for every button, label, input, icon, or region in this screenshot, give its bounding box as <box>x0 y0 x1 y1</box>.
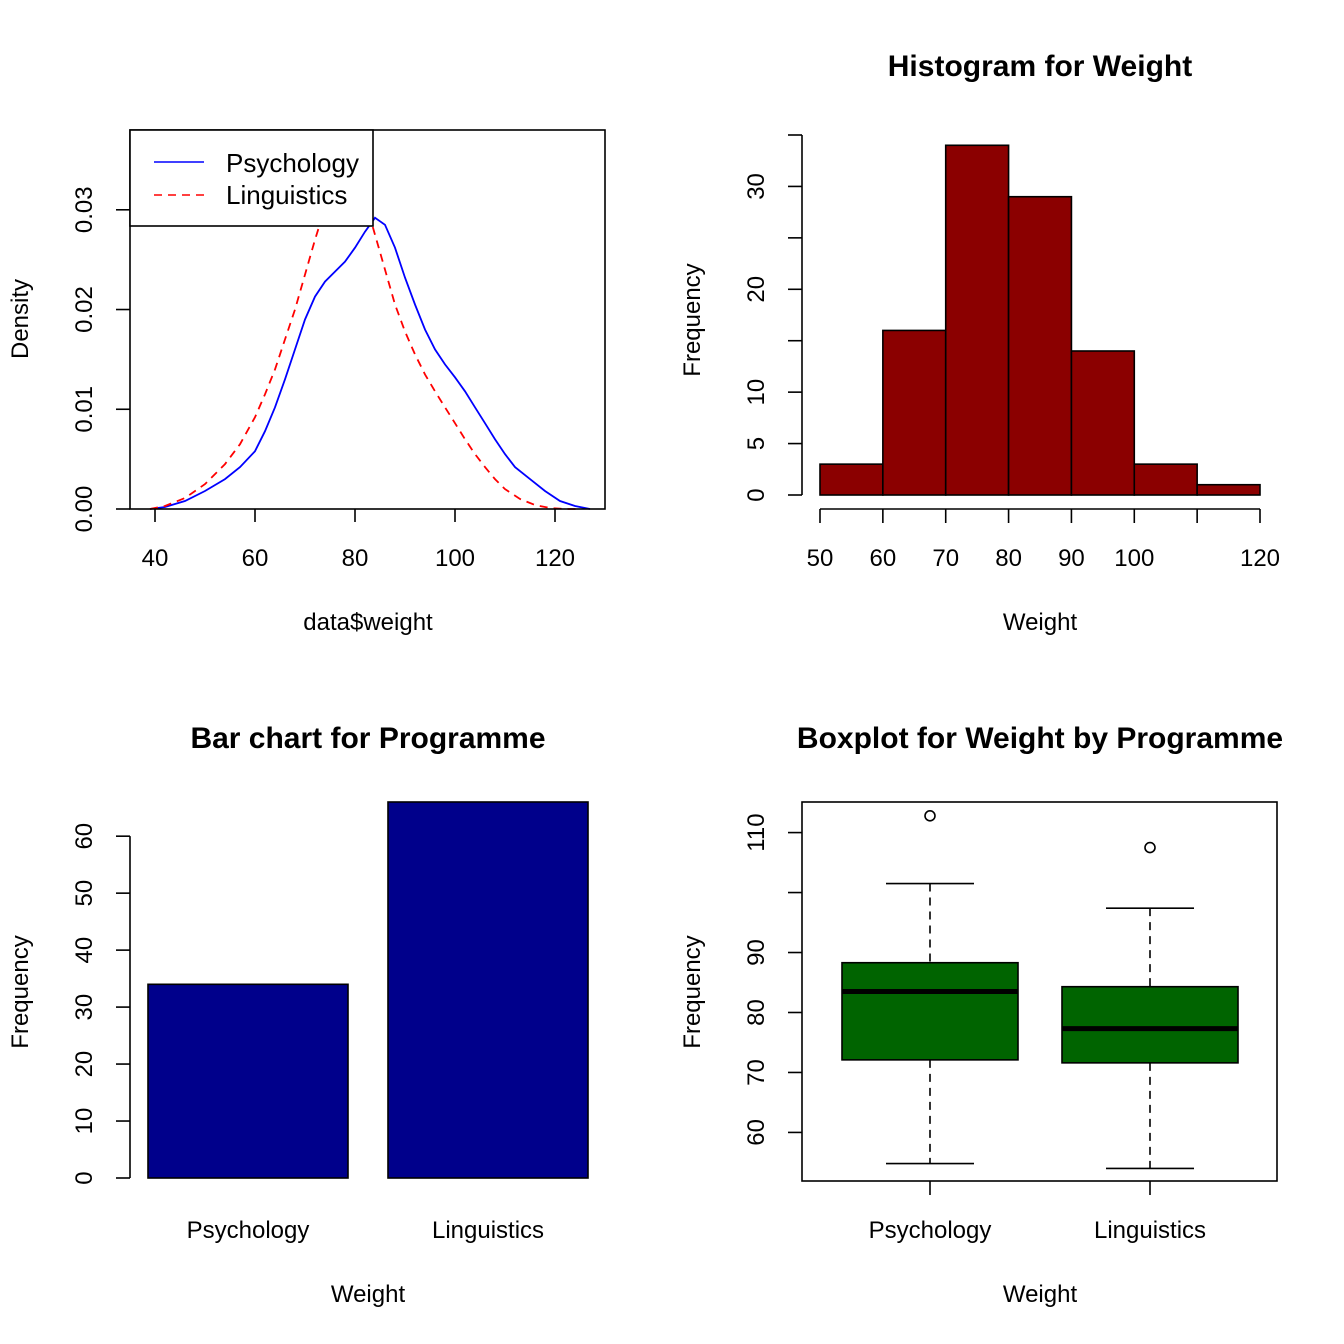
boxplot: Boxplot for Weight by Programme Psycholo… <box>679 722 1283 1308</box>
bar-chart: Bar chart for Programme Psychology Lingui… <box>7 722 589 1308</box>
density-x-tick-label: 120 <box>535 545 575 572</box>
density-x-tick-label: 40 <box>142 545 169 572</box>
boxplot-title: Boxplot for Weight by Programme <box>797 722 1283 755</box>
bar-psychology <box>147 983 349 1179</box>
histogram-bar <box>1007 195 1073 496</box>
bar-chart-x-axis-label: Weight <box>331 1281 406 1308</box>
boxplot-y-tick-label: 60 <box>743 1119 770 1146</box>
histogram-y-tick-label: 5 <box>743 437 770 450</box>
histogram-x-tick-label: 50 <box>807 545 834 572</box>
histogram-y-tick-label: 30 <box>743 173 770 200</box>
bar-chart-y-tick-label: 10 <box>71 1108 98 1135</box>
density-y-tick-label: 0.02 <box>71 286 98 333</box>
density-y-tick-label: 0.00 <box>71 486 98 533</box>
density-plot: 40 60 80 100 120 0.00 0.01 0.02 0.03 data$weigh… <box>7 129 606 636</box>
bar-linguistics <box>387 801 589 1179</box>
density-y-axis-label: Density <box>7 279 34 359</box>
boxplot-x-tick-label: Linguistics <box>1094 1217 1206 1244</box>
histogram-x-tick-label: 80 <box>995 545 1022 572</box>
legend-label-linguistics: Linguistics <box>226 180 347 210</box>
histogram-bar <box>1070 350 1136 496</box>
histogram-y-axis-label: Frequency <box>679 263 706 376</box>
boxplot-y-tick-label: 80 <box>743 999 770 1026</box>
bar-chart-y-axis-label: Frequency <box>7 935 34 1048</box>
histogram-title: Histogram for Weight <box>888 50 1192 83</box>
density-line-linguistics <box>149 168 580 510</box>
histogram-y-tick-label: 0 <box>743 488 770 501</box>
bar-chart-y-tick-label: 40 <box>71 937 98 964</box>
density-x-tick-label: 80 <box>342 545 369 572</box>
density-legend-box <box>129 129 374 227</box>
density-line-psychology <box>149 216 591 510</box>
box-iqr-linguistics <box>1061 985 1239 1064</box>
bar-chart-y-tick-label: 0 <box>71 1171 98 1184</box>
histogram-x-tick-label: 60 <box>870 545 897 572</box>
bar-category-label: Psychology <box>187 1217 310 1244</box>
bar-chart-y-tick-label: 30 <box>71 994 98 1021</box>
histogram: Histogram for Weight 50 60 70 80 90 100 120 0 5… <box>679 50 1280 636</box>
bar-chart-y-tick-label: 60 <box>71 823 98 850</box>
boxplot-y-tick-label: 70 <box>743 1059 770 1086</box>
histogram-x-tick-label: 120 <box>1240 545 1280 572</box>
histogram-bar <box>819 463 884 496</box>
density-y-tick-label: 0.01 <box>71 386 98 433</box>
legend-label-psychology: Psychology <box>226 148 359 178</box>
histogram-bar <box>944 144 1010 496</box>
boxplot-y-tick-label: 110 <box>743 813 770 851</box>
density-x-tick-label: 100 <box>435 545 475 572</box>
histogram-x-axis-label: Weight <box>1003 609 1078 636</box>
boxplot-y-tick-label: 90 <box>743 939 770 966</box>
bar-category-label: Linguistics <box>432 1217 544 1244</box>
histogram-y-tick-label: 20 <box>743 276 770 303</box>
boxplot-box <box>801 801 1278 1182</box>
histogram-x-tick-label: 100 <box>1114 545 1154 572</box>
boxplot-x-tick-label: Psychology <box>869 1217 992 1244</box>
box-outlier-psychology <box>924 809 936 822</box>
box-outlier-linguistics <box>1144 841 1156 854</box>
density-legend: Psychology Linguistics <box>129 129 374 227</box>
histogram-bar <box>882 329 947 496</box>
histogram-y-tick-label: 10 <box>743 379 770 406</box>
histogram-x-tick-label: 70 <box>932 545 959 572</box>
bar-chart-y-tick-label: 50 <box>71 880 98 907</box>
boxplot-y-axis-label: Frequency <box>679 935 706 1048</box>
histogram-x-tick-label: 90 <box>1058 545 1085 572</box>
density-x-tick-label: 60 <box>242 545 269 572</box>
density-x-axis-label: data$weight <box>303 609 433 636</box>
histogram-bar <box>1196 483 1261 496</box>
histogram-bar <box>1133 463 1198 496</box>
boxplot-x-axis-label: Weight <box>1003 1281 1078 1308</box>
density-y-tick-label: 0.03 <box>71 186 98 233</box>
bar-chart-y-tick-label: 20 <box>71 1051 98 1078</box>
bar-chart-title: Bar chart for Programme <box>190 722 545 755</box>
box-iqr-psychology <box>841 961 1019 1061</box>
